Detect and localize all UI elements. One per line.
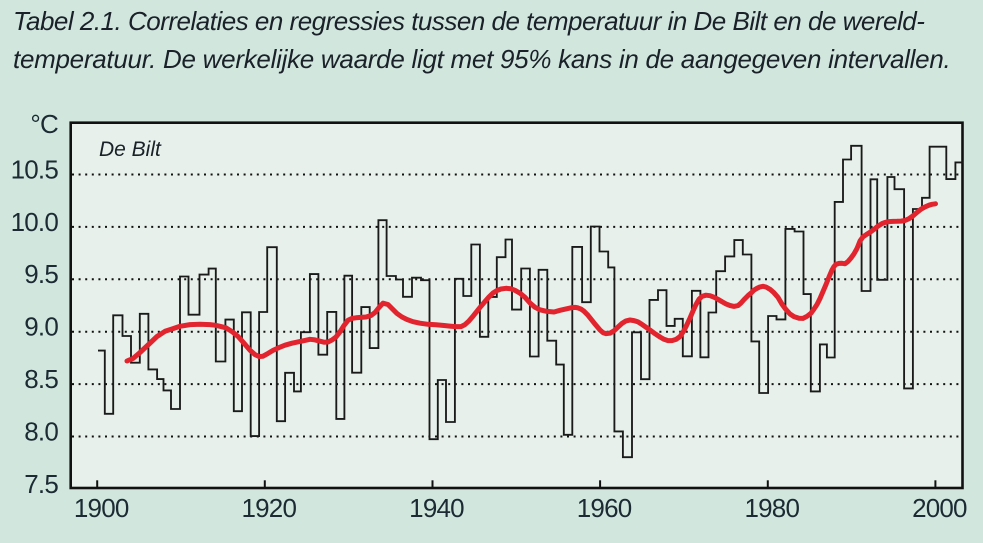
svg-text:°C: °C	[30, 109, 58, 139]
svg-text:1920: 1920	[241, 493, 296, 523]
svg-text:2000: 2000	[912, 493, 967, 523]
svg-text:10.5: 10.5	[11, 154, 59, 184]
svg-text:9.5: 9.5	[24, 259, 58, 289]
svg-text:8.5: 8.5	[24, 364, 58, 394]
svg-text:De Bilt: De Bilt	[99, 138, 162, 161]
svg-text:1980: 1980	[744, 493, 799, 523]
svg-text:1940: 1940	[409, 493, 464, 523]
svg-text:1960: 1960	[577, 493, 632, 523]
svg-text:9.0: 9.0	[24, 312, 58, 342]
svg-text:10.0: 10.0	[11, 207, 59, 237]
svg-text:1900: 1900	[74, 493, 129, 523]
svg-text:8.0: 8.0	[24, 416, 58, 446]
svg-text:7.5: 7.5	[24, 469, 58, 499]
